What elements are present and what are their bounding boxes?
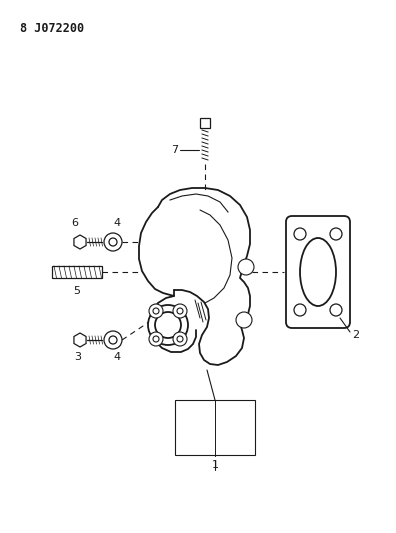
Circle shape <box>294 304 306 316</box>
Circle shape <box>153 308 159 314</box>
Circle shape <box>177 336 183 342</box>
Text: 2: 2 <box>352 330 359 340</box>
Text: 5: 5 <box>74 286 80 296</box>
Circle shape <box>155 312 181 338</box>
Circle shape <box>109 238 117 246</box>
Circle shape <box>148 305 188 345</box>
Circle shape <box>330 304 342 316</box>
Circle shape <box>173 332 187 346</box>
Bar <box>200 118 210 128</box>
Text: 4: 4 <box>113 352 120 362</box>
Circle shape <box>177 308 183 314</box>
Circle shape <box>149 304 163 318</box>
Bar <box>52 266 102 278</box>
Circle shape <box>238 259 254 275</box>
Bar <box>175 400 255 455</box>
FancyBboxPatch shape <box>286 216 350 328</box>
Circle shape <box>153 336 159 342</box>
Circle shape <box>294 228 306 240</box>
Circle shape <box>236 312 252 328</box>
Text: 4: 4 <box>113 218 120 228</box>
Circle shape <box>149 332 163 346</box>
Ellipse shape <box>300 238 336 306</box>
Circle shape <box>104 331 122 349</box>
Text: 6: 6 <box>72 218 78 228</box>
Text: 7: 7 <box>171 145 178 155</box>
Text: 8 J072200: 8 J072200 <box>20 22 84 35</box>
Text: 1: 1 <box>211 460 219 470</box>
Circle shape <box>173 304 187 318</box>
Circle shape <box>104 233 122 251</box>
Circle shape <box>330 228 342 240</box>
Text: 3: 3 <box>74 352 82 362</box>
Circle shape <box>109 336 117 344</box>
